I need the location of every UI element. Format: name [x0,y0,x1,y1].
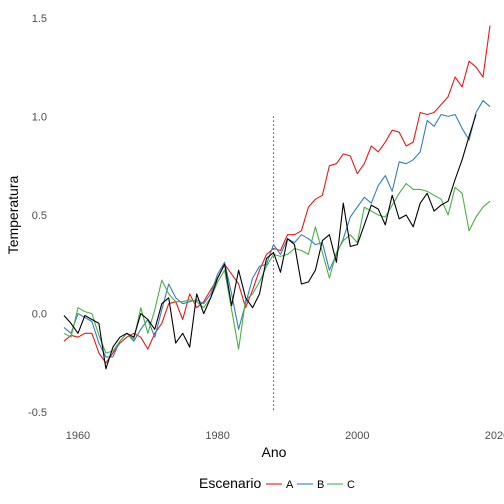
x-tick-label: 1960 [66,430,90,442]
y-axis-ticks: -0.5 0.0 0.5 1.0 1.5 [28,13,47,419]
x-tick-label: 2020 [485,430,504,442]
y-tick-label: 1.0 [32,111,47,123]
y-axis-title: Temperatura [5,175,21,254]
y-tick-label: 0.5 [32,210,47,222]
y-tick-label: -0.5 [28,407,47,419]
x-tick-label: 1980 [205,430,229,442]
legend-label-b: B [317,479,324,491]
series-line-observed [63,114,477,370]
x-axis-title: Ano [262,444,287,460]
legend-title: Escenario [199,475,261,491]
series-line-b [63,100,491,358]
y-tick-label: 0.0 [32,309,47,321]
x-axis-ticks: 1960 1980 2000 2020 [66,430,504,442]
legend-label-c: C [347,479,355,491]
plot-area [63,25,491,413]
legend-label-a: A [286,479,294,491]
legend: Escenario A B C [199,475,355,491]
series-line-c [63,182,491,354]
y-tick-label: 1.5 [32,13,47,25]
x-tick-label: 2000 [345,430,369,442]
